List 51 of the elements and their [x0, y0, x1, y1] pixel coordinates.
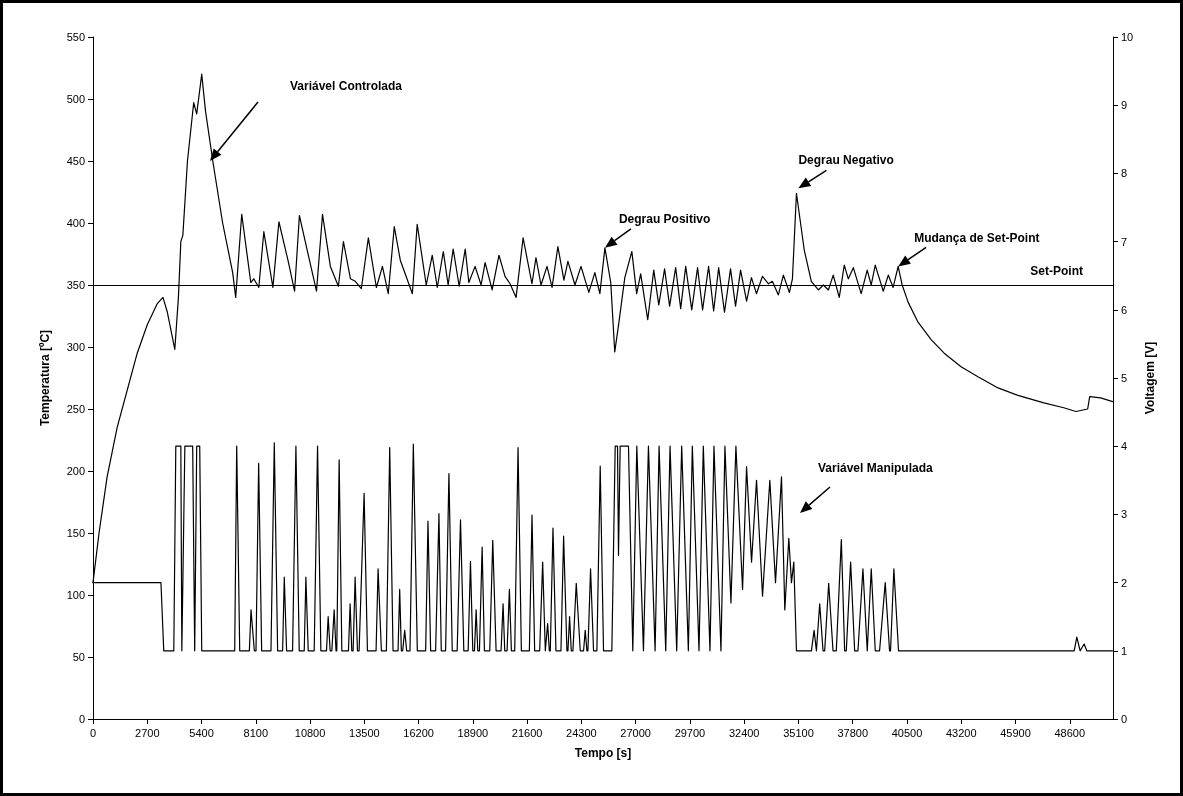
y2-tick-label: 0 — [1121, 713, 1128, 725]
y2-tick-label: 9 — [1121, 99, 1128, 112]
y2-tick-label: 10 — [1121, 31, 1134, 43]
y-tick-label: 400 — [66, 217, 85, 229]
x-tick-label: 16200 — [403, 726, 434, 739]
ref-line-label: Set-Point — [1030, 264, 1083, 278]
x-axis-title: Tempo [s] — [574, 746, 632, 760]
y-tick-label: 200 — [66, 465, 85, 477]
y2-tick-label: 2 — [1121, 576, 1128, 589]
y2-tick-label: 4 — [1121, 440, 1128, 453]
x-tick-label: 18900 — [457, 726, 489, 739]
x-tick-label: 27000 — [620, 726, 651, 739]
y2-tick-label: 3 — [1121, 508, 1128, 521]
x-tick-label: 24300 — [566, 726, 597, 739]
y2-tick-label: 1 — [1121, 644, 1128, 657]
x-tick-label: 45900 — [1000, 726, 1031, 739]
x-tick-label: 43200 — [945, 726, 977, 739]
y-tick-label: 0 — [78, 713, 85, 725]
x-tick-label: 32400 — [728, 726, 760, 739]
y-axis-title: Temperatura [ºC] — [38, 329, 52, 427]
x-tick-label: 21600 — [511, 726, 543, 739]
annotation: Degrau Positivo — [618, 212, 711, 227]
x-tick-label: 10800 — [294, 726, 326, 739]
x-tick-label: 29700 — [674, 726, 706, 739]
y-tick-label: 300 — [66, 341, 85, 353]
y2-tick-label: 8 — [1121, 167, 1128, 180]
y-tick-label: 100 — [66, 589, 85, 601]
y2-tick-label: 6 — [1121, 303, 1128, 316]
x-tick-label: 0 — [89, 726, 97, 739]
x-tick-label: 5400 — [189, 726, 214, 739]
x-tick-label: 40500 — [891, 726, 923, 739]
y2-axis-title: Voltagem [V] — [1143, 341, 1158, 415]
y-tick-label: 550 — [66, 31, 85, 43]
x-tick-label: 37800 — [837, 726, 869, 739]
annotation: Mudança de Set-Point — [914, 230, 1040, 245]
y-tick-label: 50 — [72, 651, 85, 663]
y2-tick-label: 7 — [1121, 235, 1128, 248]
annotation: Variável Manipulada — [818, 460, 934, 475]
y-tick-label: 150 — [66, 527, 85, 539]
x-tick-label: 8100 — [243, 726, 269, 739]
y-tick-label: 500 — [66, 93, 85, 105]
annotation: Variável Controlada — [290, 78, 403, 93]
y2-tick-label: 5 — [1121, 372, 1128, 384]
x-tick-label: 35100 — [783, 726, 814, 739]
y-tick-label: 450 — [66, 155, 85, 167]
x-tick-label: 2700 — [135, 726, 160, 739]
x-tick-label: 13500 — [349, 726, 380, 739]
annotation: Degrau Negativo — [798, 152, 894, 167]
y-tick-label: 350 — [66, 279, 85, 291]
y-tick-label: 250 — [66, 403, 85, 415]
x-tick-label: 48600 — [1054, 726, 1086, 739]
